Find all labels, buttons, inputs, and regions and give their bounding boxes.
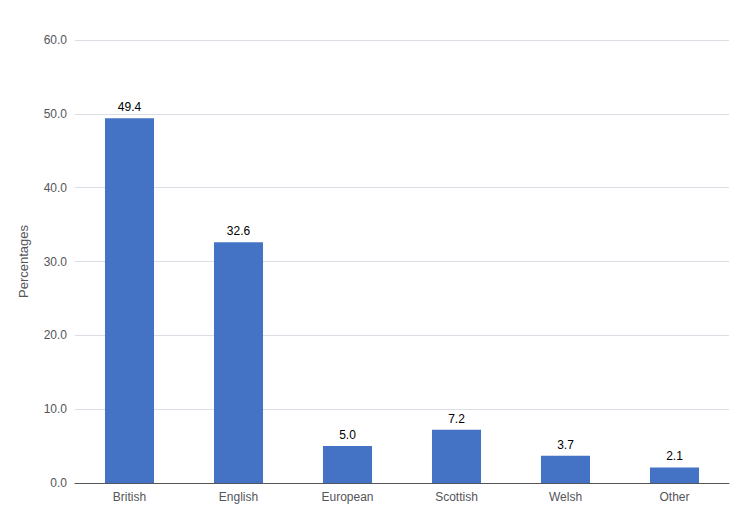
svg-text:7.2: 7.2 xyxy=(448,412,465,426)
svg-text:0.0: 0.0 xyxy=(50,476,67,490)
svg-text:5.0: 5.0 xyxy=(339,428,356,442)
svg-text:20.0: 20.0 xyxy=(44,328,68,342)
svg-text:Scottish: Scottish xyxy=(435,490,478,504)
svg-text:60.0: 60.0 xyxy=(44,33,68,47)
svg-text:English: English xyxy=(219,490,258,504)
svg-text:2.1: 2.1 xyxy=(666,449,683,463)
svg-text:32.6: 32.6 xyxy=(227,224,251,238)
svg-text:Percentages: Percentages xyxy=(16,225,31,298)
svg-text:49.4: 49.4 xyxy=(118,100,142,114)
svg-text:3.7: 3.7 xyxy=(557,438,574,452)
svg-text:30.0: 30.0 xyxy=(44,255,68,269)
svg-text:Welsh: Welsh xyxy=(549,490,582,504)
svg-text:Other: Other xyxy=(659,490,689,504)
svg-text:10.0: 10.0 xyxy=(44,402,68,416)
svg-text:50.0: 50.0 xyxy=(44,107,68,121)
svg-text:European: European xyxy=(321,490,373,504)
svg-text:40.0: 40.0 xyxy=(44,181,68,195)
svg-text:British: British xyxy=(113,490,146,504)
